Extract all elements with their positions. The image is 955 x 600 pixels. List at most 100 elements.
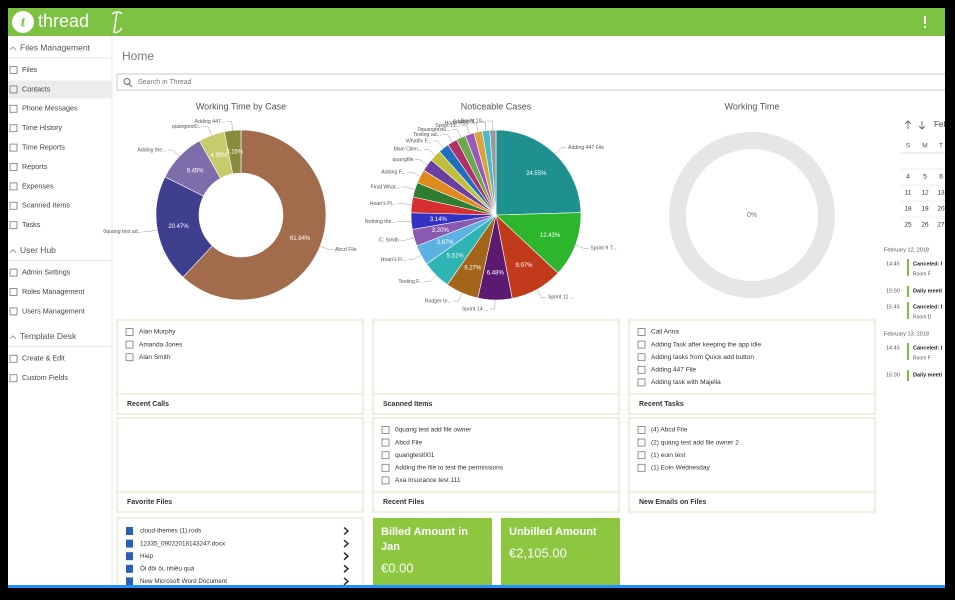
file-name: cloud-themes (1).rods [140,528,201,535]
nav-item[interactable]: Create & Edit [22,354,65,363]
donut-ring [669,132,835,298]
nav-item[interactable]: Time History [22,123,62,132]
nav-item[interactable]: Tasks [22,220,41,229]
nav-icon [9,374,18,383]
nav-item[interactable]: Contacts [22,84,51,93]
amount-tile[interactable] [373,518,492,598]
item-icon [125,328,134,336]
slice-category: quangfile [392,157,413,163]
nav-item[interactable]: Time Reports [22,143,65,152]
nav-item[interactable]: Phone Messages [22,104,78,113]
slice-category: Adding F... [381,170,406,176]
logo [12,11,34,33]
file-chevron[interactable] [343,577,350,586]
nav-item[interactable]: Scanned Items [22,201,70,210]
leader-line [453,292,463,302]
slice-category: Whatfix F... [406,138,432,144]
nav-icon [9,354,18,363]
file-chevron[interactable] [343,526,350,536]
panel-item: Adding task with Majella [651,379,721,386]
leader-line [479,121,487,131]
nav-item[interactable]: Admin Settings [22,268,71,277]
search-box[interactable] [116,73,955,91]
item-icon [637,353,646,362]
event-title: Daily meeti [913,372,943,378]
nav-item[interactable]: Users Management [22,306,85,315]
calendar-day: 12 [921,190,929,197]
event-bar [907,302,909,319]
slice [495,212,582,274]
event-time: 15:00 [886,288,900,294]
alert-icon [924,16,926,24]
event-time: 14:45 [886,345,900,351]
panel [116,319,364,415]
item-icon [381,476,390,485]
nav-item[interactable]: Files [22,65,38,74]
slice-category: Hoan tes... [445,120,470,126]
leader-line [555,147,567,155]
file-chevron[interactable] [343,539,350,548]
event-bar [907,286,909,297]
slice-category: Sprint 14 ... [462,306,489,312]
leader-line [461,125,470,135]
calendar-day: 6 [939,174,943,181]
panel-item: Axa Insurance test 111 [395,477,461,484]
chart-title: Noticeable Cases [461,101,532,111]
slice-category: 0quangtest0... [418,127,451,133]
nav-icon [9,201,18,210]
calendar-month: Feb [934,120,948,129]
file-chevron[interactable] [343,552,350,561]
nav-item[interactable]: Custom Fields [22,373,68,382]
file-name: Ôi đôi ôi, nhiều quá [140,563,195,572]
panel-item: Call Anna [651,329,679,336]
panel-item: Alan Smith [139,354,171,361]
file-icon [126,539,133,548]
slice [223,129,242,175]
nav-item[interactable]: Roles Management [22,287,84,296]
slice-label: 61.94% [290,236,311,242]
slice-label: 9.97% [515,263,533,269]
leader-line [471,122,479,132]
slice-label: 20.47% [168,224,189,230]
slice-category: Adding fil... [453,119,479,125]
panel-item: Adding 447 File [651,367,697,374]
panel-title: Favorite Files [127,499,172,506]
tile-amount: €2,105.00 [509,545,567,560]
leader-line [452,129,462,138]
panel [372,319,620,415]
slice-label: 4.99% [210,153,228,159]
event-time: 15:00 [886,372,900,378]
file-chevron[interactable] [343,564,350,573]
slice-category: Sprint 11 ... [548,295,574,301]
slice-category: Sprint 10... [461,118,486,124]
calendar-day: 18 [904,206,912,213]
prev-arrow[interactable] [904,120,912,129]
calendar-day: 11 [905,190,912,197]
file-icon [126,577,133,586]
nav-icon [9,307,18,316]
section-chevron [9,46,17,51]
leader-line [226,121,233,131]
slice-label: 5.51% [447,254,465,260]
leader-line [487,120,494,131]
slice-label: 3.15% [226,149,244,155]
slice [495,129,582,216]
slice-label: 3.87% [437,240,455,246]
panel-title: Recent Calls [127,401,169,408]
app: t thread Files Management Files Contacts Pho… [8,8,955,598]
panel-title: Recent Files [383,499,424,506]
logo-script [111,11,123,34]
leader-line [424,275,437,282]
nav-item[interactable]: Reports [22,162,48,171]
item-icon [637,438,646,447]
nav-icon [9,268,18,277]
event-title: Canceled: I [913,304,943,310]
calendar-day: 25 [904,222,912,229]
leader-line [575,244,589,249]
leader-line [401,186,415,190]
next-arrow[interactable] [918,121,926,130]
amount-tile[interactable] [501,518,620,598]
panel-title: New Emails on Files [639,499,706,506]
leader-line [407,171,421,177]
nav-item[interactable]: Expenses [22,181,54,190]
